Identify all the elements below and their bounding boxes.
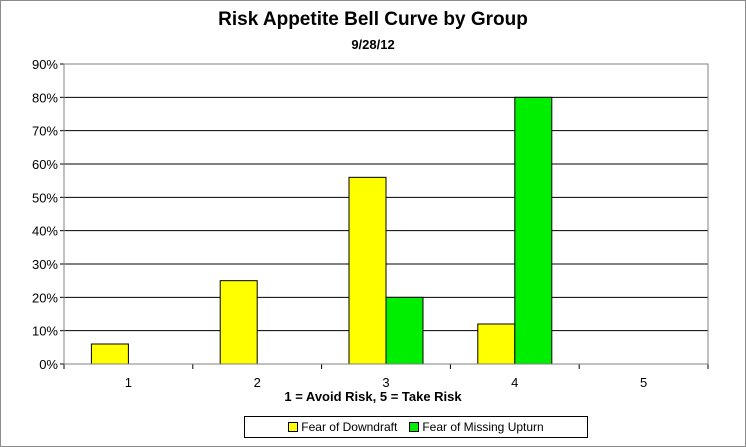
- y-tick-label: 80%: [32, 90, 58, 105]
- legend-label-upturn: Fear of Missing Upturn: [422, 420, 544, 434]
- legend-swatch-downdraft: [288, 422, 299, 432]
- bar-fear-of-missing-upturn-3: [385, 296, 424, 365]
- x-tick-label: 5: [640, 375, 647, 390]
- chart-subtitle: 9/28/12: [351, 37, 395, 52]
- y-tick-label: 60%: [32, 157, 58, 172]
- x-tick-label: 2: [254, 375, 261, 390]
- legend-label-downdraft: Fear of Downdraft: [301, 420, 398, 434]
- x-axis-title: 1 = Avoid Risk, 5 = Take Risk: [284, 389, 462, 404]
- y-tick-label: 70%: [32, 124, 58, 139]
- y-tick-label: 10%: [32, 324, 58, 339]
- y-tick-label: 20%: [32, 290, 58, 305]
- bar-fear-of-downdraft-1: [90, 343, 129, 365]
- bar-fear-of-downdraft-2: [219, 280, 258, 365]
- y-tick-label: 0%: [39, 357, 58, 372]
- bar-fear-of-missing-upturn-4: [514, 96, 553, 365]
- bar-fear-of-downdraft-3: [348, 176, 387, 365]
- x-tick-label: 1: [125, 375, 132, 390]
- plot-area-border: [63, 63, 709, 365]
- bar-chart: 0% 10% 20% 30% 40% 50% 60% 70% 80% 90% 1 2 3 4 5: [32, 57, 709, 390]
- y-tick-label: 30%: [32, 257, 58, 272]
- y-tick-label: 40%: [32, 224, 58, 239]
- y-tick-label: 50%: [32, 190, 58, 205]
- y-tick-label: 90%: [32, 57, 58, 72]
- x-tick-label: 3: [382, 375, 389, 390]
- chart-title: Risk Appetite Bell Curve by Group: [218, 9, 528, 30]
- legend-item-downdraft: Fear of Downdraft: [288, 420, 397, 434]
- x-tick-label: 4: [511, 375, 518, 390]
- chart-legend: Fear of Downdraft Fear of Missing Upturn: [244, 416, 588, 438]
- bar-fear-of-downdraft-4: [477, 323, 516, 365]
- legend-swatch-upturn: [409, 422, 420, 432]
- legend-item-upturn: Fear of Missing Upturn: [409, 420, 544, 434]
